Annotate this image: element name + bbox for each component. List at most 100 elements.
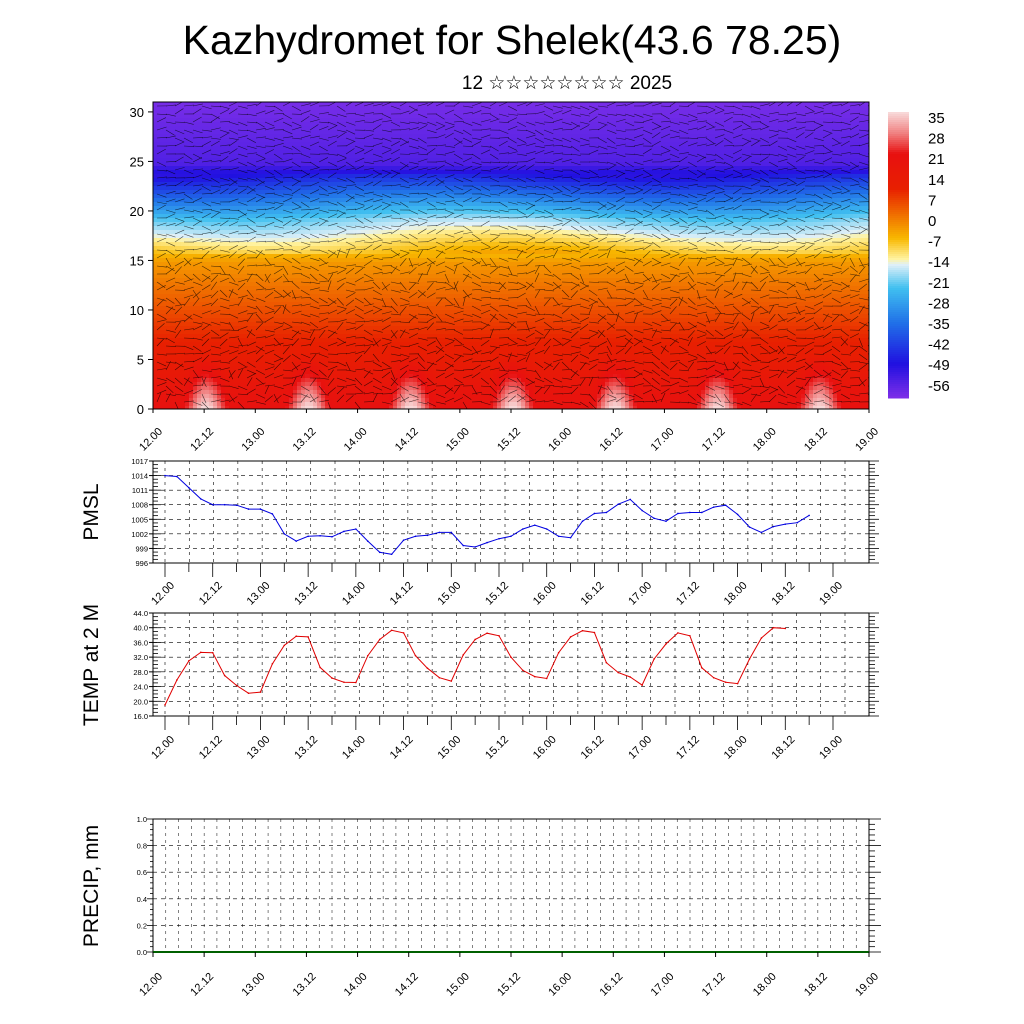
data-point <box>355 528 357 530</box>
data-point <box>259 691 262 693</box>
data-point <box>557 535 560 538</box>
data-point <box>247 508 250 510</box>
data-point <box>211 503 214 506</box>
data-point <box>474 638 476 641</box>
data-point <box>247 692 250 694</box>
pmsl-frame <box>152 460 870 564</box>
data-point <box>283 644 286 647</box>
data-point <box>772 525 775 528</box>
precip-x-label: 12.12 <box>188 971 216 999</box>
y-tick-label: 20 <box>130 204 144 219</box>
precip-x-label: 14.00 <box>342 971 370 999</box>
data-point <box>462 544 465 547</box>
temp-x-label: 16.12 <box>579 734 607 762</box>
pmsl-x-label: 13.12 <box>292 580 320 608</box>
precip-x-label: 16.00 <box>546 971 574 999</box>
heatmap-x-label: 18.12 <box>802 426 830 454</box>
colorbar-label: 0 <box>928 213 936 230</box>
y-tick-label: 28.0 <box>133 668 148 677</box>
pmsl-x-label: 12.12 <box>197 580 225 608</box>
heatmap-x-label: 14.00 <box>342 426 370 454</box>
y-tick-label: 1017 <box>131 457 148 466</box>
temp-x-label: 18.12 <box>769 734 797 762</box>
data-point <box>223 503 226 506</box>
pmsl-x-label: 15.00 <box>435 580 463 608</box>
chart-subtitle: 12 ☆☆☆☆☆☆☆☆ 2025 <box>461 73 673 94</box>
colorbar-label: -14 <box>928 254 950 271</box>
pmsl-ylabel: PMSL <box>80 483 103 540</box>
data-point <box>426 534 429 537</box>
data-point <box>665 520 667 523</box>
data-point <box>211 651 214 654</box>
data-point <box>784 627 787 630</box>
data-point <box>545 677 548 680</box>
data-point <box>748 526 751 528</box>
heatmap-x-label: 15.12 <box>495 426 523 454</box>
data-point <box>390 629 393 632</box>
temp-panel: 16.0 20.0 24.0 28.0 32.0 36.0 40.0 44.0 TEMP at … <box>80 604 879 762</box>
colorbar-label: 28 <box>928 131 945 148</box>
temp-frame <box>152 612 870 717</box>
heatmap-x-label: 14.12 <box>393 426 421 454</box>
y-tick-label: 24.0 <box>133 683 148 692</box>
heatmap-x-label: 16.12 <box>597 426 625 454</box>
y-tick-label: 1002 <box>131 530 148 539</box>
pmsl-x-label: 15.12 <box>483 580 511 608</box>
precip-x-label: 14.12 <box>393 971 421 999</box>
data-point <box>235 684 238 687</box>
data-point <box>307 535 309 538</box>
heatmap-x-label: 17.00 <box>649 426 677 454</box>
heatmap-x-label: 12.12 <box>188 426 216 454</box>
data-point <box>653 517 655 520</box>
y-tick-label: 16.0 <box>133 712 148 721</box>
data-point <box>378 551 381 554</box>
pmsl-x-label: 14.00 <box>340 580 368 608</box>
temp-x-label: 15.00 <box>435 734 463 762</box>
y-tick-label: 32.0 <box>133 653 148 662</box>
y-tick-label: 996 <box>135 559 148 568</box>
pmsl-x-label: 12.00 <box>149 580 177 608</box>
data-point <box>689 511 691 514</box>
data-point <box>641 684 643 686</box>
temp-x-label: 14.12 <box>388 734 416 762</box>
data-point <box>593 512 596 515</box>
y-tick-label: 0 <box>137 402 144 417</box>
y-tick-label: 20.0 <box>133 697 148 706</box>
precip-x-label: 15.00 <box>444 971 472 999</box>
data-point <box>581 629 584 632</box>
heatmap-x-label: 13.00 <box>239 426 267 454</box>
colorbar-label: -21 <box>928 275 950 292</box>
data-point <box>712 676 715 679</box>
temp-x-label: 17.00 <box>626 734 654 762</box>
data-point <box>414 535 417 538</box>
data-point <box>617 503 620 506</box>
data-point <box>736 513 739 516</box>
data-point <box>510 535 512 538</box>
heatmap-x-label: 13.12 <box>291 426 319 454</box>
data-point <box>522 669 524 672</box>
data-point <box>581 520 584 523</box>
temp-x-label: 13.12 <box>292 734 320 762</box>
precip-x-label: 19.00 <box>853 971 881 999</box>
data-point <box>629 676 632 678</box>
data-point <box>510 656 512 658</box>
temp-x-label: 13.00 <box>245 734 273 762</box>
y-tick-label: 15 <box>130 253 144 268</box>
pmsl-x-label: 14.12 <box>388 580 416 608</box>
colorbar-label: -35 <box>928 316 950 333</box>
data-point <box>271 662 274 665</box>
data-point <box>557 651 560 654</box>
heatmap-x-label: 15.00 <box>444 426 472 454</box>
heatmap-x-label: 12.00 <box>137 426 165 454</box>
data-point <box>796 521 799 524</box>
colorbar-label: -7 <box>928 234 941 251</box>
data-point <box>307 636 309 638</box>
data-point <box>259 508 262 510</box>
y-tick-label: 0.8 <box>137 842 147 851</box>
y-tick-label: 0.6 <box>137 868 147 877</box>
data-point <box>176 679 178 681</box>
data-point <box>724 504 727 507</box>
colorbar-label: -42 <box>928 337 950 354</box>
data-point <box>366 654 369 657</box>
